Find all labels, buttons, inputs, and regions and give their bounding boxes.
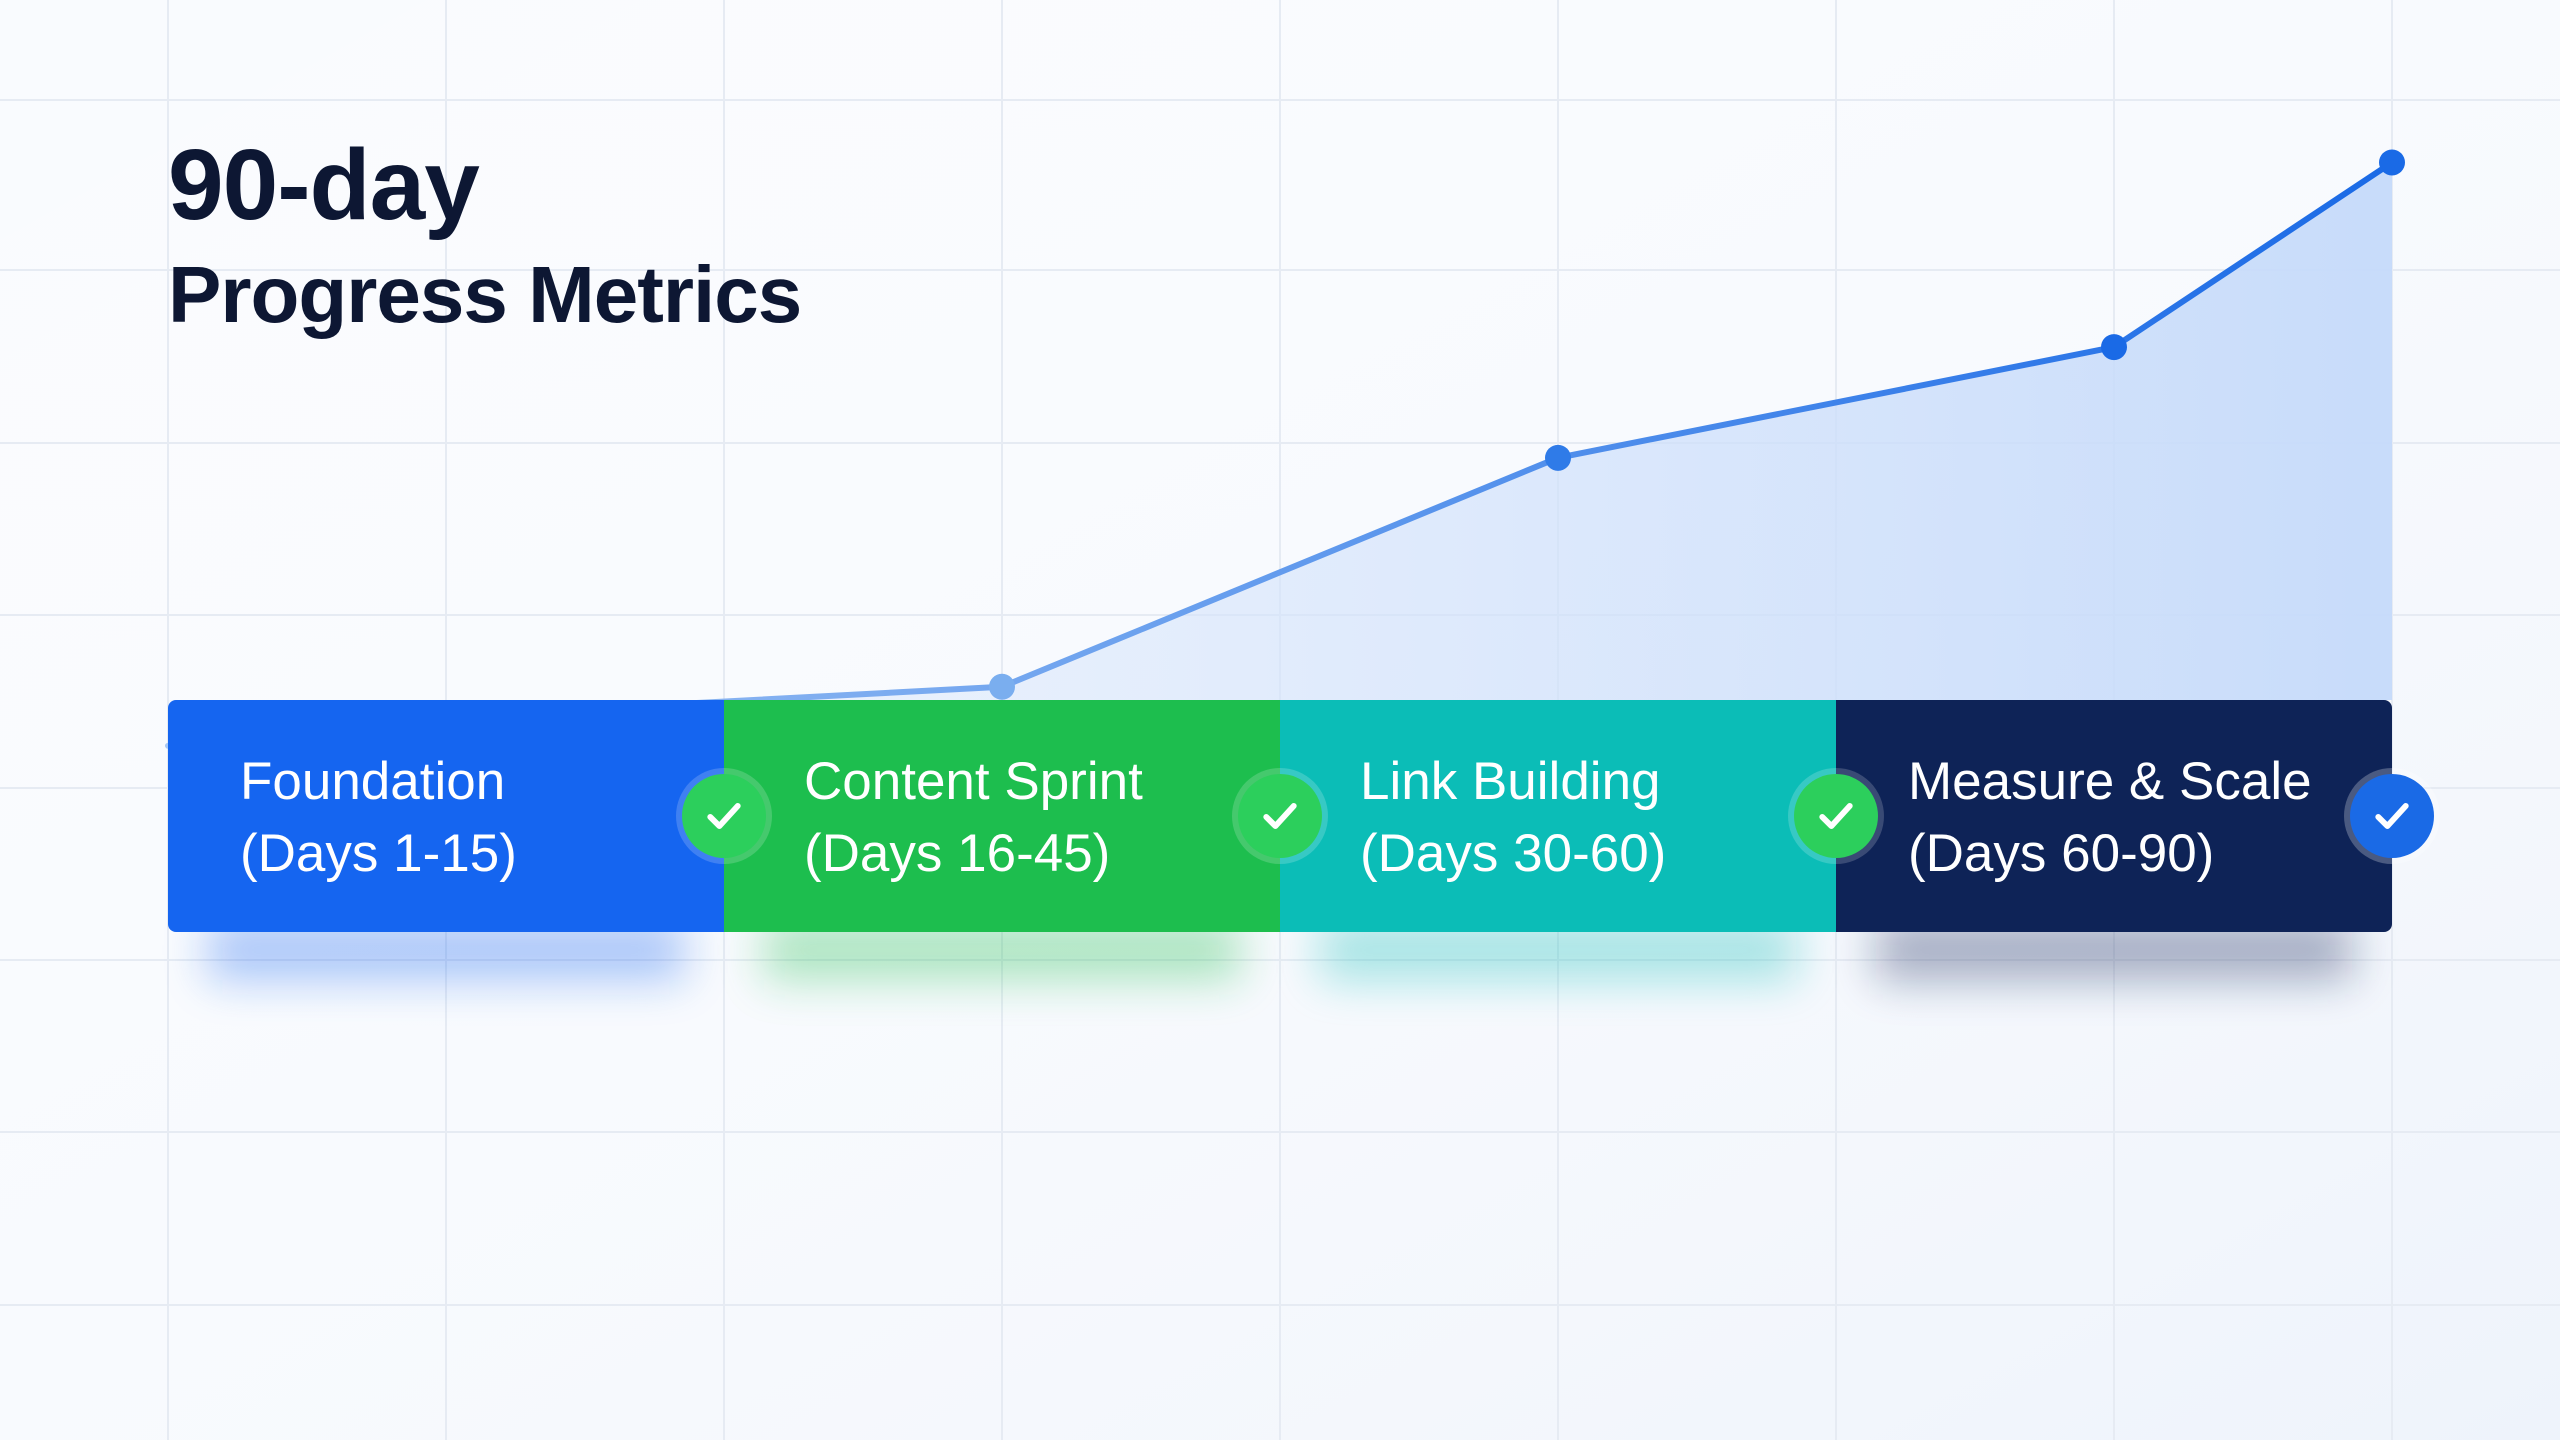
area-fill (168, 162, 2392, 746)
phase-bar: Foundation (Days 1-15) Content Sprint (D… (168, 700, 2392, 932)
title-main: 90-day (168, 129, 480, 241)
phase-days: (Days 30-60) (1360, 824, 1667, 883)
data-point (1545, 444, 1571, 471)
phase-measure-scale: Measure & Scale (Days 60-90) (1836, 700, 2392, 932)
phase-name: Content Sprint (804, 752, 1143, 811)
data-point (2101, 334, 2127, 361)
phase-link-building: Link Building (Days 30-60) (1280, 700, 1836, 932)
title-block: 90-day Progress Metrics (168, 129, 802, 350)
title-sub: Progress Metrics (168, 250, 802, 339)
phase-name: Measure & Scale (1908, 752, 2312, 811)
phase-days: (Days 16-45) (804, 824, 1111, 883)
check-icon (2350, 774, 2434, 858)
phase-content-sprint: Content Sprint (Days 16-45) (724, 700, 1280, 932)
phase-foundation: Foundation (Days 1-15) (168, 700, 724, 932)
phase-days: (Days 60-90) (1908, 824, 2215, 883)
check-icon (1794, 774, 1878, 858)
phase-days: (Days 1-15) (240, 824, 517, 883)
phase-name: Link Building (1360, 752, 1661, 811)
phase-name: Foundation (240, 752, 506, 811)
check-icon (682, 774, 766, 858)
data-point (989, 673, 1015, 700)
check-icon (1238, 774, 1322, 858)
data-point (2379, 149, 2405, 176)
